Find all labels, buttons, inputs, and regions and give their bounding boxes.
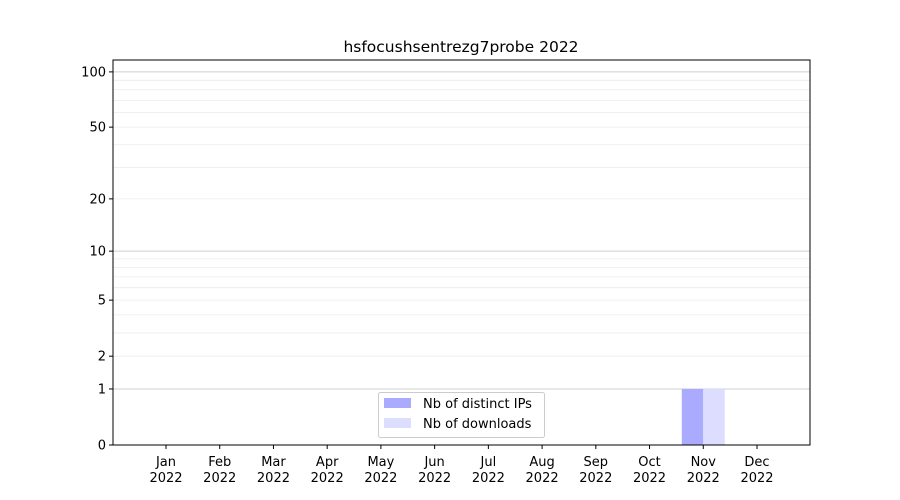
bar-distinct-ips bbox=[681, 388, 704, 445]
legend-box bbox=[378, 392, 545, 438]
y-tick-label: 100 bbox=[81, 65, 106, 80]
legend-label: Nb of distinct IPs bbox=[423, 397, 532, 412]
chart-title: hsfocushsentrezg7probe 2022 bbox=[343, 38, 578, 56]
legend: Nb of distinct IPs Nb of downloads bbox=[378, 392, 545, 438]
y-tick-label: 1 bbox=[98, 382, 106, 397]
legend-swatch bbox=[384, 418, 411, 428]
legend-label: Nb of downloads bbox=[423, 417, 532, 432]
x-tick-label: Aug 2022 bbox=[526, 455, 559, 486]
x-tick-label: Nov 2022 bbox=[687, 455, 720, 486]
y-tick-label: 50 bbox=[89, 121, 106, 136]
bar-downloads bbox=[703, 388, 725, 445]
y-tick-label: 5 bbox=[98, 294, 106, 309]
y-tick-label: 0 bbox=[98, 439, 106, 454]
x-tick-label: Jul 2022 bbox=[472, 455, 505, 486]
y-tick-label: 20 bbox=[89, 192, 106, 207]
x-tick-label: Feb 2022 bbox=[203, 455, 236, 486]
y-tick-label: 2 bbox=[98, 350, 106, 365]
x-tick-label: Sep 2022 bbox=[579, 455, 612, 486]
x-tick-label: Apr 2022 bbox=[311, 455, 344, 486]
x-tick-label: Jun 2022 bbox=[418, 455, 451, 486]
x-tick-label: Oct 2022 bbox=[633, 455, 666, 486]
x-tick-label: May 2022 bbox=[364, 455, 397, 486]
x-tick-label: Mar 2022 bbox=[257, 455, 290, 486]
legend-swatch bbox=[384, 398, 411, 408]
plot-frame bbox=[112, 59, 811, 446]
y-tick-label: 10 bbox=[89, 245, 106, 260]
x-tick-label: Jan 2022 bbox=[149, 455, 182, 486]
x-tick-label: Dec 2022 bbox=[740, 455, 773, 486]
